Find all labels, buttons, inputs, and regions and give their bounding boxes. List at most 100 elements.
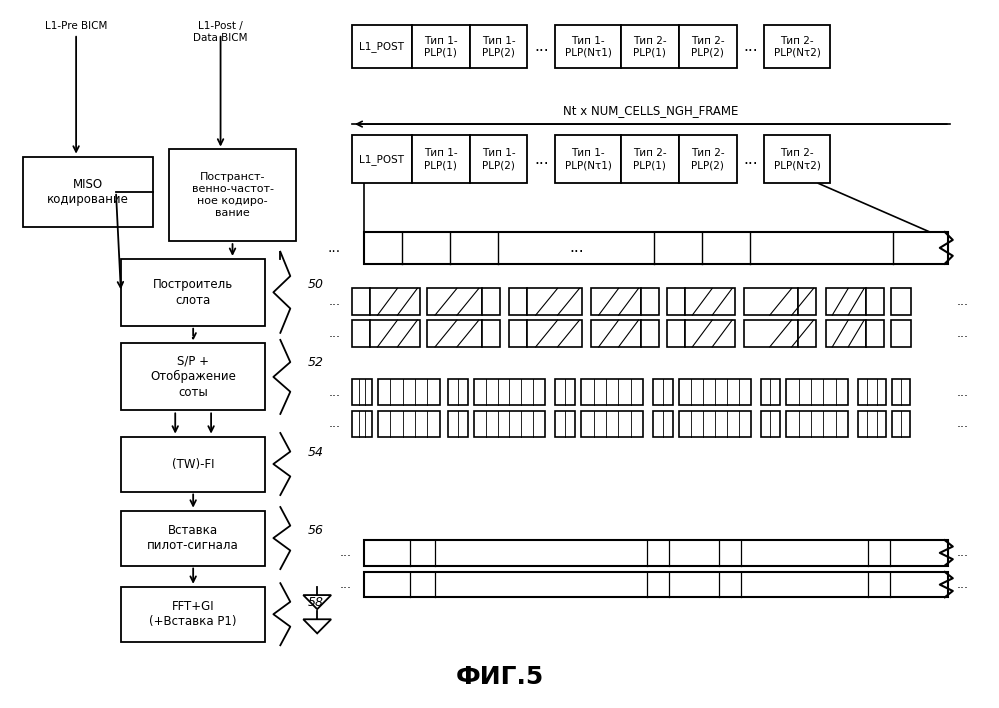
Bar [555,379,575,405]
Bar [412,135,470,183]
Bar [621,135,678,183]
Bar [555,411,575,437]
Text: FFT+GI
(+Вставка P1): FFT+GI (+Вставка P1) [150,600,237,629]
Bar [121,510,266,566]
Text: ...: ... [957,295,969,308]
Text: Тип 1-
PLP(1): Тип 1- PLP(1) [424,149,458,171]
Bar [474,379,545,405]
Text: Тип 2-
PLP(2): Тип 2- PLP(2) [691,149,724,171]
Text: MISO
кодирование: MISO кодирование [47,178,129,206]
Text: ...: ... [743,152,758,167]
Text: Тип 1-
PLP(2): Тип 1- PLP(2) [482,35,515,57]
Text: Тип 2-
PLP(Nτ2): Тип 2- PLP(Nτ2) [774,35,821,57]
Bar [678,135,736,183]
Bar [798,288,816,315]
Bar [555,135,621,183]
Bar [509,288,527,315]
Bar [370,288,420,315]
Bar [641,320,659,347]
Text: Тип 2-
PLP(1): Тип 2- PLP(1) [633,35,666,57]
Bar [892,379,910,405]
Bar [667,288,684,315]
Text: L1-Post /
Data BICM: L1-Post / Data BICM [194,21,248,43]
Text: 56: 56 [309,524,325,537]
Text: S/P +
Отображение
соты: S/P + Отображение соты [150,355,236,399]
Text: Тип 2-
PLP(Nτ2): Тип 2- PLP(Nτ2) [774,149,821,171]
Bar [667,320,684,347]
Bar [121,587,266,641]
Bar [786,411,848,437]
Bar [352,135,412,183]
Bar [581,411,643,437]
Text: ...: ... [957,417,969,430]
Bar [866,320,884,347]
Bar [169,149,297,241]
Bar [121,343,266,411]
Bar [352,379,372,405]
Text: Вставка
пилот-сигнала: Вставка пилот-сигнала [147,524,239,552]
Bar [684,288,734,315]
Bar [621,25,678,69]
Bar [764,135,830,183]
Bar [764,25,830,69]
Text: ...: ... [957,578,969,591]
Text: Тип 2-
PLP(1): Тип 2- PLP(1) [633,149,666,171]
Text: L1_POST: L1_POST [360,154,405,165]
Text: L1_POST: L1_POST [360,41,405,52]
Text: 50: 50 [309,278,325,292]
Bar [743,320,798,347]
Text: ...: ... [957,547,969,559]
Bar [891,288,911,315]
Text: ...: ... [340,578,352,591]
Text: Построитель
слота: Построитель слота [153,278,234,307]
Text: ...: ... [568,240,583,256]
Bar [364,540,948,566]
Bar [509,320,527,347]
Text: ...: ... [328,327,340,340]
Bar [370,320,420,347]
Bar [482,320,500,347]
Text: 52: 52 [309,356,325,369]
Text: Тип 1-
PLP(2): Тип 1- PLP(2) [482,149,515,171]
Text: ...: ... [534,39,548,54]
Text: ...: ... [328,386,340,399]
Bar [121,437,266,491]
Bar [470,135,527,183]
Bar [653,411,673,437]
Bar [891,320,911,347]
Bar [678,25,736,69]
Bar [378,411,440,437]
Bar [826,320,866,347]
Text: Тип 1-
PLP(Nτ1): Тип 1- PLP(Nτ1) [564,35,611,57]
Bar [743,288,798,315]
Bar [474,411,545,437]
Bar [427,288,482,315]
Bar [678,379,750,405]
Bar [352,411,372,437]
Text: ...: ... [743,39,758,54]
Bar [555,25,621,69]
Bar [653,379,673,405]
Bar [364,572,948,598]
Bar [892,411,910,437]
Text: ...: ... [534,152,548,167]
Bar [786,379,848,405]
Bar [641,288,659,315]
Text: ...: ... [328,241,341,255]
Text: Постранст-
венно-частот-
ное кодиро-
вание: Постранст- венно-частот- ное кодиро- ван… [192,172,274,218]
Bar [378,379,440,405]
Text: Тип 2-
PLP(2): Тип 2- PLP(2) [691,35,724,57]
Bar [760,379,780,405]
Text: ...: ... [328,417,340,430]
Bar [412,25,470,69]
Bar [527,320,582,347]
Bar [527,288,582,315]
Text: L1-Pre BICM: L1-Pre BICM [45,21,107,31]
Bar [858,379,886,405]
Text: ...: ... [328,295,340,308]
Bar [352,25,412,69]
Bar [591,320,641,347]
Bar [826,288,866,315]
Text: ФИГ.5: ФИГ.5 [456,665,543,689]
Text: ...: ... [957,386,969,399]
